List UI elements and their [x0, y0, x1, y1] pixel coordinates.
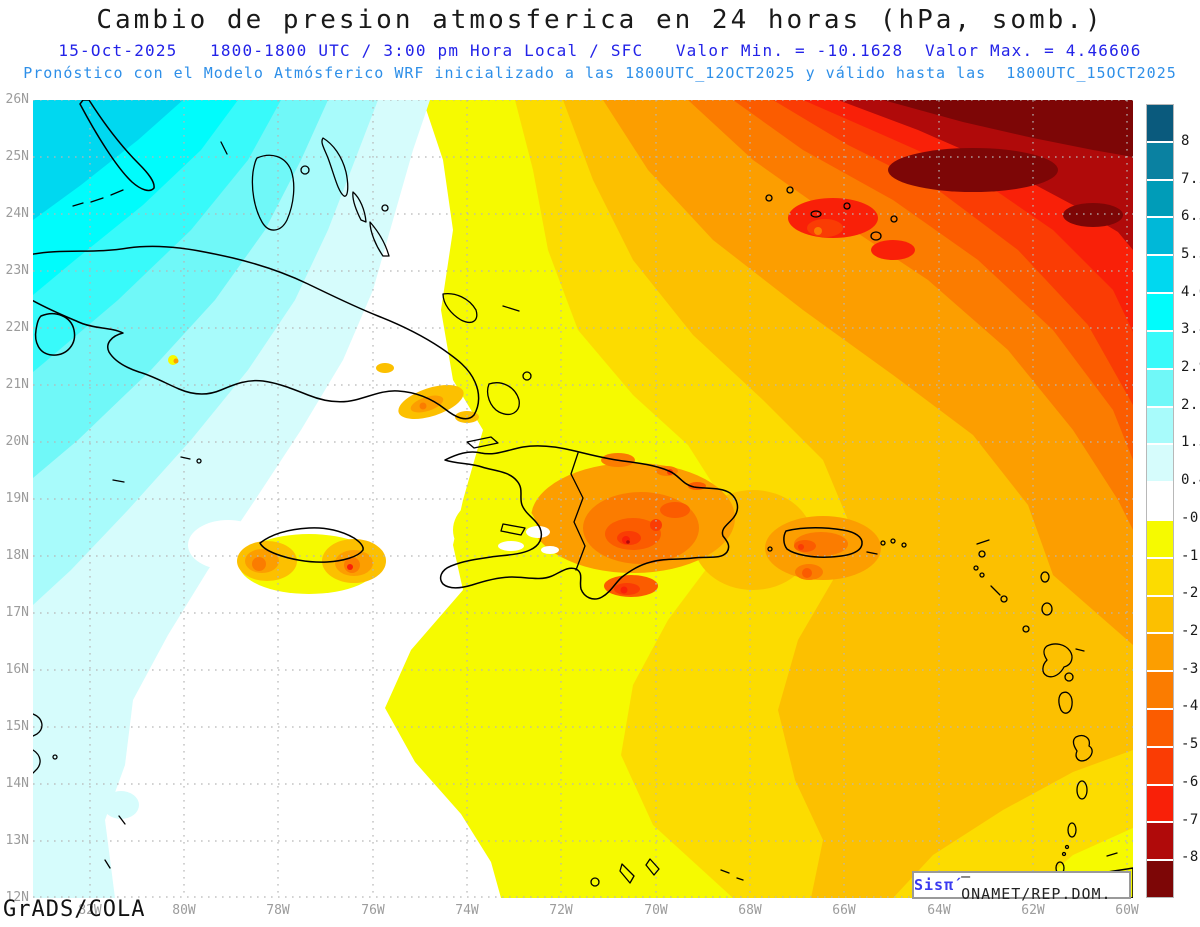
- isle-of-youth-coastline: [34, 312, 76, 356]
- colorbar-swatch: [1147, 256, 1173, 293]
- onamet-label: – ONAMET/REP.DOM.: [961, 867, 1112, 903]
- colorbar: [1146, 104, 1174, 898]
- colorbar-swatch: [1147, 520, 1173, 557]
- colorbar-swatch: [1147, 861, 1173, 898]
- map-plot-area: [27, 99, 1134, 899]
- colorbar-swatch: [1147, 218, 1173, 255]
- colorbar-tick-label: 7.2: [1181, 171, 1200, 187]
- south-caribbean-islands: [590, 852, 1118, 887]
- lon-tick-label: 76W: [361, 903, 385, 918]
- colorbar-tick-label: -1.3: [1181, 548, 1200, 564]
- lat-tick-label: 19N: [5, 491, 29, 506]
- colorbar-tick-label: 1.3: [1181, 434, 1200, 450]
- onamet-brand-box: Sisπ́ – ONAMET/REP.DOM.: [912, 867, 1131, 903]
- puerto-rico-coastline: [783, 527, 863, 558]
- lon-tick-label: 60W: [1115, 903, 1139, 918]
- lon-tick-label: 82W: [78, 903, 102, 918]
- pressure-change-map: [27, 99, 1134, 899]
- subtitle-validity: 15-Oct-2025 1800-1800 UTC / 3:00 pm Hora…: [58, 41, 1142, 60]
- colorbar-tick-label: 4.6: [1181, 284, 1200, 300]
- colorbar-tick-label: 5.5: [1181, 246, 1200, 262]
- colorbar-tick-label: -3.8: [1181, 661, 1200, 677]
- lon-tick-label: 68W: [738, 903, 762, 918]
- colorbar-tick-label: -2.1: [1181, 585, 1200, 601]
- colorbar-swatch: [1147, 785, 1173, 822]
- colorbar-tick-label: 2.1: [1181, 397, 1200, 413]
- lat-tick-label: 26N: [5, 92, 29, 107]
- lat-tick-label: 15N: [5, 719, 29, 734]
- colorbar-swatch: [1147, 558, 1173, 595]
- cuba-coastline: [27, 245, 480, 420]
- lon-tick-label: 78W: [266, 903, 290, 918]
- lat-tick-label: 12N: [5, 890, 29, 905]
- colorbar-swatch: [1147, 369, 1173, 406]
- colorbar-tick-label: -0.4: [1181, 510, 1200, 526]
- mona-vieques-virgin-islands: [767, 538, 907, 555]
- colorbar-swatch: [1147, 483, 1173, 519]
- colorbar-swatch: [1147, 294, 1173, 330]
- lon-tick-label: 70W: [644, 903, 668, 918]
- colorbar-swatch: [1147, 634, 1173, 671]
- lon-tick-label: 80W: [172, 903, 196, 918]
- subtitle-model: Pronóstico con el Modelo Atmósferico WRF…: [23, 64, 1177, 82]
- hispaniola-coastline: [439, 445, 739, 600]
- colorbar-tick-label: 3.8: [1181, 321, 1200, 337]
- lon-tick-label: 64W: [927, 903, 951, 918]
- colorbar-swatch: [1147, 105, 1173, 141]
- colorbar-swatch: [1147, 180, 1173, 217]
- haiti-dr-border: [570, 452, 586, 571]
- colorbar-tick-label: -2.9: [1181, 623, 1200, 639]
- lon-tick-label: 74W: [455, 903, 479, 918]
- colorbar-swatch: [1147, 823, 1173, 860]
- colorbar-tick-label: -7.2: [1181, 812, 1200, 828]
- colorbar-tick-label: -6.3: [1181, 774, 1200, 790]
- tortuga-island: [466, 436, 499, 449]
- colorbar-tick-label: 2.9: [1181, 359, 1200, 375]
- cayman-islands: [112, 456, 191, 483]
- colorbar-swatch: [1147, 445, 1173, 482]
- colorbar-tick-label: -5.5: [1181, 736, 1200, 752]
- grads-credit: GrADS/COLA: [3, 897, 146, 922]
- colorbar-swatch: [1147, 407, 1173, 444]
- lat-tick-label: 17N: [5, 605, 29, 620]
- lat-tick-label: 21N: [5, 377, 29, 392]
- lat-tick-label: 14N: [5, 776, 29, 791]
- lon-tick-label: 72W: [549, 903, 573, 918]
- colorbar-tick-label: 0.4: [1181, 472, 1200, 488]
- lat-tick-label: 23N: [5, 263, 29, 278]
- colorbar-swatch: [1147, 331, 1173, 368]
- lat-tick-label: 18N: [5, 548, 29, 563]
- florida-coastline: [79, 99, 155, 192]
- pressure-field: [33, 100, 1133, 898]
- lat-tick-label: 13N: [5, 833, 29, 848]
- lon-tick-label: 66W: [832, 903, 856, 918]
- colorbar-tick-label: 6.3: [1181, 208, 1200, 224]
- page-title: Cambio de presion atmosferica en 24 hora…: [96, 5, 1104, 35]
- lon-tick-label: 62W: [1021, 903, 1045, 918]
- colorbar-swatch: [1147, 710, 1173, 746]
- turks-caicos-islands: [765, 186, 898, 241]
- colorbar-swatch: [1147, 142, 1173, 179]
- lesser-antilles-islands: [973, 539, 1093, 875]
- jamaica-coastline: [259, 527, 364, 563]
- lat-tick-label: 20N: [5, 434, 29, 449]
- colorbar-tick-label: -8: [1181, 849, 1199, 865]
- lat-tick-label: 25N: [5, 149, 29, 164]
- sispi-logo: Sisπ́: [914, 876, 955, 894]
- colorbar-tick-label: 8: [1181, 133, 1190, 149]
- colorbar-swatch: [1147, 596, 1173, 633]
- colorbar-swatch: [1147, 672, 1173, 708]
- colorbar-swatch: [1147, 747, 1173, 784]
- coastlines: [27, 99, 1134, 899]
- colorbar-tick-label: -4.6: [1181, 698, 1200, 714]
- florida-keys-icon: [72, 189, 124, 207]
- lat-tick-label: 24N: [5, 206, 29, 221]
- gonave-island: [500, 523, 526, 536]
- bahamas-islands: [220, 137, 520, 415]
- lat-tick-label: 16N: [5, 662, 29, 677]
- central-america-coast-fragments: [32, 713, 126, 869]
- lat-tick-label: 22N: [5, 320, 29, 335]
- graticule-grid: [33, 99, 1133, 898]
